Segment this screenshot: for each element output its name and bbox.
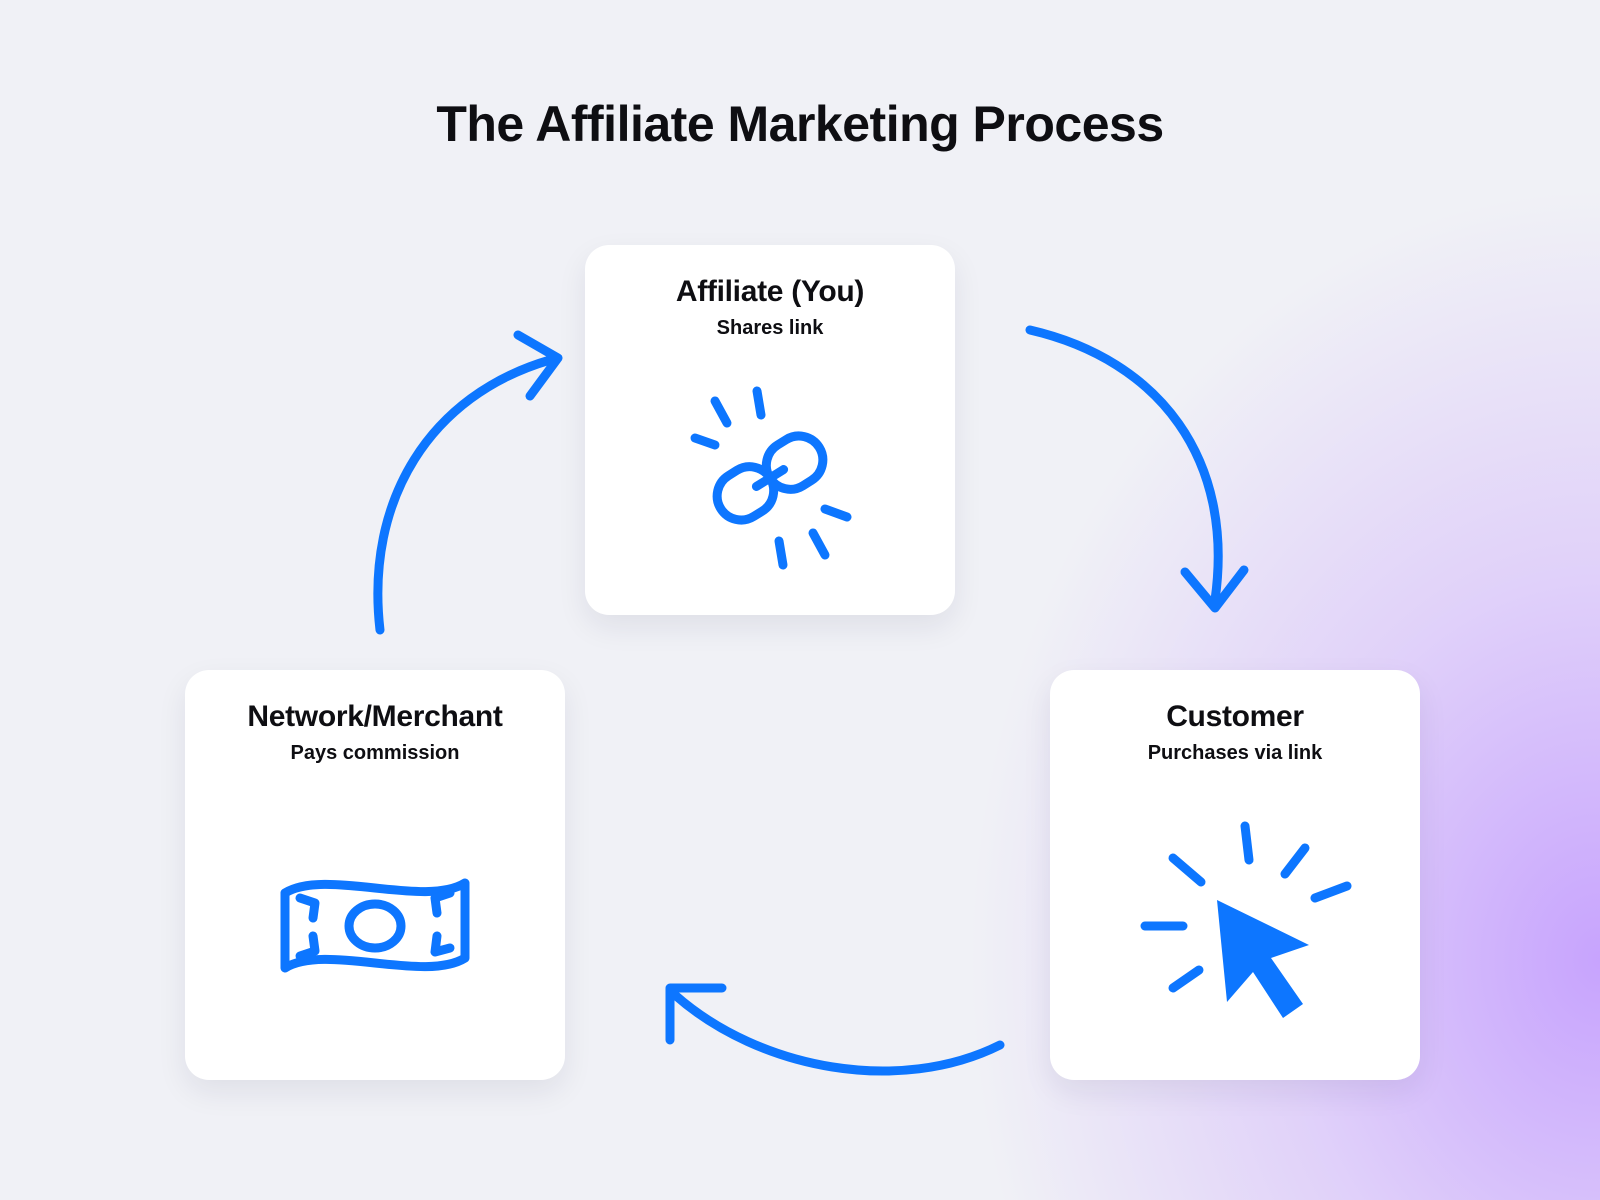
node-customer: Customer Purchases via link: [1050, 670, 1420, 1080]
node-merchant: Network/Merchant Pays commission: [185, 670, 565, 1080]
diagram-stage: The Affiliate Marketing Process Affiliat…: [0, 0, 1600, 1200]
arrow-customer-to-merchant: [640, 950, 1020, 1100]
link-icon: [585, 340, 955, 615]
arrow-merchant-to-affiliate: [340, 330, 590, 650]
page-title: The Affiliate Marketing Process: [436, 95, 1163, 153]
node-affiliate-title: Affiliate (You): [676, 275, 864, 309]
node-merchant-subtitle: Pays commission: [291, 742, 460, 765]
cursor-click-icon: [1050, 765, 1420, 1080]
node-customer-subtitle: Purchases via link: [1148, 742, 1323, 765]
arrow-affiliate-to-customer: [1010, 310, 1270, 640]
node-affiliate: Affiliate (You) Shares link: [585, 245, 955, 615]
node-customer-title: Customer: [1166, 700, 1304, 734]
node-affiliate-subtitle: Shares link: [717, 317, 824, 340]
money-icon: [185, 765, 565, 1080]
node-merchant-title: Network/Merchant: [247, 700, 502, 734]
